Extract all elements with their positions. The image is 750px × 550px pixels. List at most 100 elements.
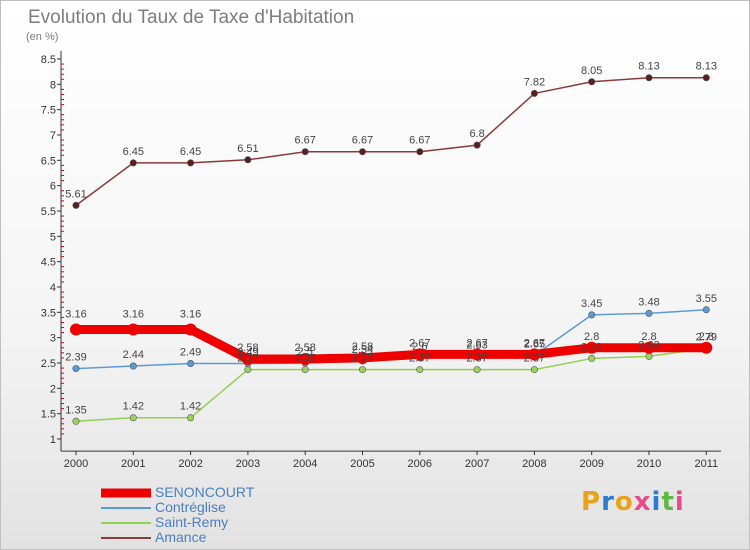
data-point bbox=[187, 360, 195, 368]
x-tick-label: 2010 bbox=[637, 458, 661, 470]
data-label: 2.58 bbox=[352, 341, 373, 353]
data-label: 2.58 bbox=[294, 342, 315, 354]
data-label: 2.37 bbox=[294, 353, 315, 365]
data-point bbox=[72, 201, 80, 209]
data-label: 2.54 bbox=[352, 344, 373, 356]
data-label: 2.37 bbox=[237, 353, 258, 365]
y-tick-label: 2.5 bbox=[41, 358, 56, 370]
data-label: 8.05 bbox=[581, 65, 602, 77]
data-label: 2.44 bbox=[123, 349, 144, 361]
data-point bbox=[528, 348, 541, 361]
data-label: 2.37 bbox=[409, 353, 430, 365]
y-tick-label: 8 bbox=[50, 79, 56, 91]
data-point bbox=[530, 89, 538, 97]
data-point bbox=[129, 414, 137, 422]
x-tick-label: 2002 bbox=[178, 458, 202, 470]
data-point bbox=[700, 341, 713, 354]
x-tick-label: 2001 bbox=[121, 458, 145, 470]
data-point bbox=[356, 351, 369, 364]
data-label: 6.67 bbox=[409, 135, 430, 147]
data-point bbox=[416, 148, 424, 156]
data-point bbox=[127, 323, 140, 336]
data-point bbox=[413, 348, 426, 361]
data-label: 8.13 bbox=[696, 61, 717, 73]
data-point bbox=[702, 306, 710, 314]
data-label: 3.16 bbox=[123, 309, 144, 321]
logo-letter: x bbox=[633, 487, 652, 517]
legend-label: Contréglise bbox=[155, 499, 226, 515]
x-tick-label: 2004 bbox=[293, 458, 317, 470]
data-label: 2.65 bbox=[524, 338, 545, 350]
x-tick-label: 2011 bbox=[694, 458, 718, 470]
data-point bbox=[244, 366, 252, 374]
y-tick-label: 5 bbox=[50, 231, 56, 243]
legend-swatch bbox=[101, 488, 151, 497]
data-point bbox=[588, 78, 596, 86]
legend: SENONCOURT Contréglise Saint-Remy Amance bbox=[101, 484, 321, 545]
data-label: 6.67 bbox=[352, 135, 373, 147]
data-label: 3.48 bbox=[638, 296, 659, 308]
data-label: 2.8 bbox=[699, 331, 714, 343]
data-point bbox=[358, 366, 366, 374]
logo-letter: i bbox=[674, 487, 685, 517]
data-label: 8.13 bbox=[638, 61, 659, 73]
data-label: 2.37 bbox=[524, 353, 545, 365]
data-label: 6.45 bbox=[180, 146, 201, 158]
data-label: 6.51 bbox=[237, 143, 258, 155]
data-point bbox=[588, 311, 596, 319]
data-point bbox=[471, 348, 484, 361]
data-point bbox=[643, 341, 655, 354]
legend-item: Saint-Remy bbox=[101, 514, 321, 530]
data-label: 2.39 bbox=[65, 352, 86, 364]
data-label: 2.37 bbox=[466, 353, 487, 365]
data-point bbox=[702, 74, 710, 82]
legend-label: SENONCOURT bbox=[155, 484, 255, 500]
y-tick-label: 2 bbox=[50, 383, 56, 395]
data-label: 2.63 bbox=[638, 339, 659, 351]
data-label: 3.16 bbox=[65, 309, 86, 321]
data-label: 5.61 bbox=[65, 188, 86, 200]
proxiti-logo: Proxiti bbox=[581, 487, 685, 517]
data-label: 2.8 bbox=[641, 331, 656, 343]
legend-label: Saint-Remy bbox=[155, 514, 229, 530]
data-label: 2.5 bbox=[298, 346, 313, 358]
data-point bbox=[70, 323, 82, 336]
data-label: 3.16 bbox=[180, 309, 201, 321]
x-tick-label: 2003 bbox=[236, 458, 260, 470]
logo-letter: r bbox=[601, 487, 615, 517]
data-label: 2.67 bbox=[409, 337, 430, 349]
data-point bbox=[72, 417, 80, 425]
legend-label: Amance bbox=[155, 529, 207, 545]
data-point bbox=[244, 156, 252, 164]
data-point bbox=[299, 352, 312, 365]
legend-item: Amance bbox=[101, 529, 321, 545]
data-point bbox=[645, 352, 653, 360]
legend-item: Contréglise bbox=[101, 499, 321, 515]
legend-swatch bbox=[101, 536, 151, 539]
x-tick-label: 2005 bbox=[350, 458, 374, 470]
data-label: 2.49 bbox=[237, 347, 258, 359]
data-point bbox=[645, 74, 653, 82]
legend-swatch bbox=[101, 521, 151, 524]
y-tick-label: 3.5 bbox=[41, 307, 56, 319]
x-tick-label: 2000 bbox=[64, 458, 88, 470]
series-line-amance bbox=[75, 76, 707, 207]
y-tick-label: 7.5 bbox=[41, 105, 56, 117]
x-tick-label: 2009 bbox=[579, 458, 603, 470]
data-label: 2.37 bbox=[352, 353, 373, 365]
data-point bbox=[184, 323, 197, 336]
data-point bbox=[129, 159, 137, 167]
data-label: 1.42 bbox=[123, 401, 144, 413]
data-point bbox=[530, 366, 538, 374]
legend-item: SENONCOURT bbox=[101, 484, 321, 500]
y-tick-label: 4.5 bbox=[41, 257, 56, 269]
data-label: 3.45 bbox=[581, 298, 602, 310]
x-tick-label: 2008 bbox=[522, 458, 546, 470]
data-label: 1.35 bbox=[65, 404, 86, 416]
data-label: 2.6 bbox=[412, 341, 427, 353]
y-tick-label: 7 bbox=[50, 130, 56, 142]
data-label: 6.45 bbox=[123, 146, 144, 158]
data-label: 2.67 bbox=[524, 337, 545, 349]
